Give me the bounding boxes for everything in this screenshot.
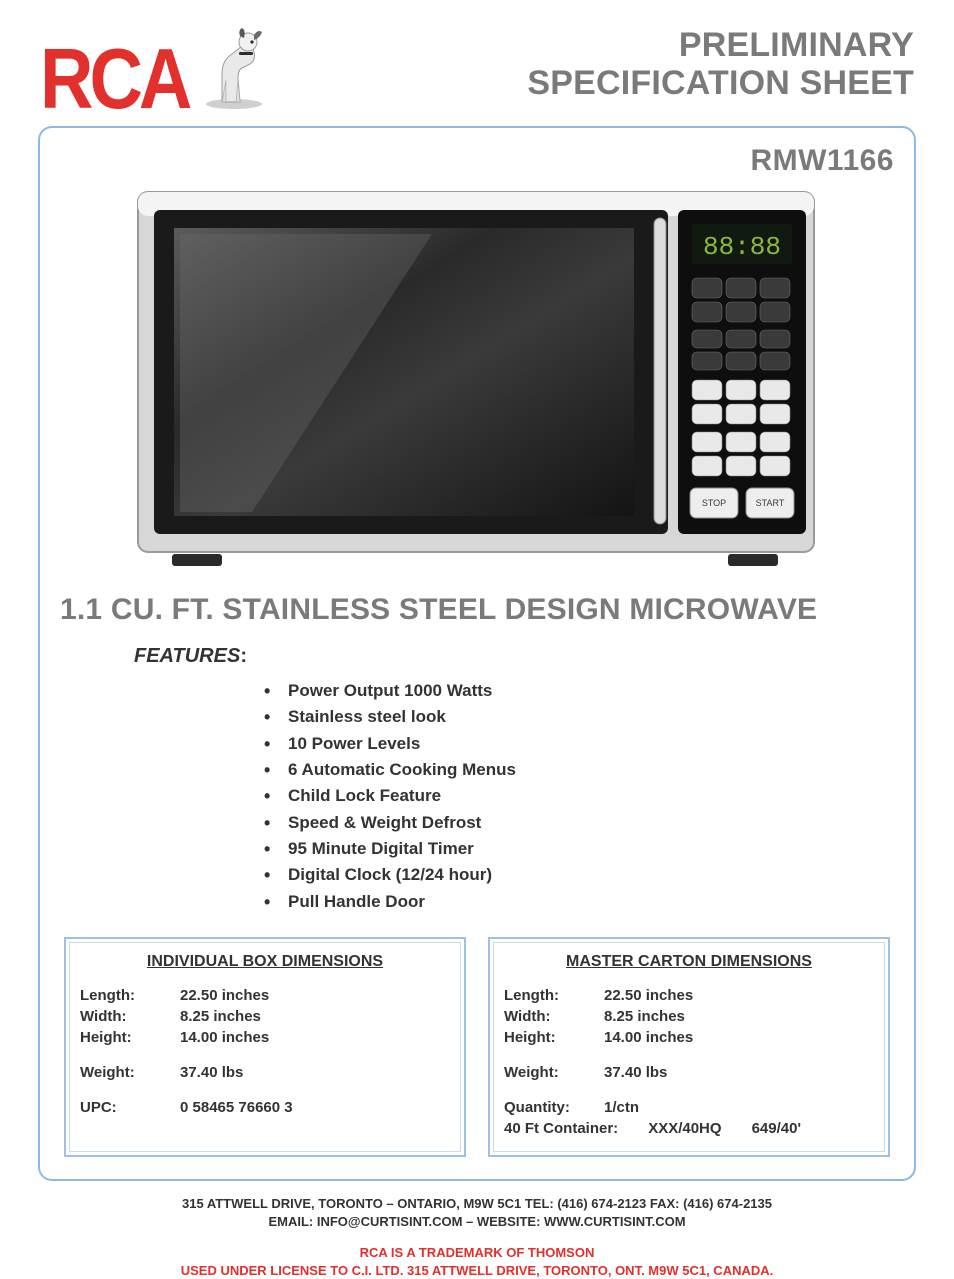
feature-item: Speed & Weight Defrost: [264, 810, 912, 836]
brand-logo: RCA: [40, 20, 276, 108]
page-title-line2: SPECIFICATION SHEET: [527, 64, 914, 102]
features-list: Power Output 1000 Watts Stainless steel …: [264, 678, 912, 915]
dim-value: XXX/40HQ: [648, 1118, 721, 1139]
dim-label: Length:: [504, 985, 604, 1006]
dim-value: 14.00 inches: [604, 1027, 874, 1048]
feature-item: Pull Handle Door: [264, 889, 912, 915]
dim-label: 40 Ft Container:: [504, 1118, 618, 1139]
dim-value: 0 58465 76660 3: [180, 1097, 450, 1118]
nipper-dog-icon: [192, 20, 276, 110]
dim-label: Weight:: [80, 1062, 180, 1083]
dim-value: 8.25 inches: [180, 1006, 450, 1027]
footer: 315 ATTWELL DRIVE, TORONTO – ONTARIO, M9…: [0, 1195, 954, 1279]
individual-box-dimensions: INDIVIDUAL BOX DIMENSIONS Length:22.50 i…: [64, 937, 466, 1157]
master-carton-dimensions: MASTER CARTON DIMENSIONS Length:22.50 in…: [488, 937, 890, 1157]
feature-item: Digital Clock (12/24 hour): [264, 862, 912, 888]
dim-label: Length:: [80, 985, 180, 1006]
dim-value: 37.40 lbs: [604, 1062, 874, 1083]
dim-value: 37.40 lbs: [180, 1062, 450, 1083]
dim-value: 649/40': [752, 1118, 801, 1139]
dim-label: Width:: [80, 1006, 180, 1027]
footer-address-line: EMAIL: INFO@CURTISINT.COM – WEBSITE: WWW…: [60, 1213, 894, 1231]
dim-label: Height:: [504, 1027, 604, 1048]
spec-frame: RMW1166 88:88: [38, 126, 916, 1181]
features-section: FEATURES: Power Output 1000 Watts Stainl…: [134, 645, 912, 915]
features-heading: FEATURES:: [134, 645, 912, 668]
product-title: 1.1 CU. FT. STAINLESS STEEL DESIGN MICRO…: [60, 593, 912, 627]
footer-address-line: 315 ATTWELL DRIVE, TORONTO – ONTARIO, M9…: [60, 1195, 894, 1213]
dim-label: Quantity:: [504, 1097, 604, 1118]
footer-trademark-line: RCA IS A TRADEMARK OF THOMSON: [60, 1244, 894, 1262]
microwave-display: 88:88: [703, 232, 781, 262]
dim-value: 22.50 inches: [180, 985, 450, 1006]
feature-item: Power Output 1000 Watts: [264, 678, 912, 704]
features-heading-em: FEATURES: [134, 645, 240, 667]
dim-label: Width:: [504, 1006, 604, 1027]
product-image: 88:88 STOP START: [42, 182, 912, 577]
stop-button-label: STOP: [702, 498, 726, 508]
individual-box-title: INDIVIDUAL BOX DIMENSIONS: [80, 953, 450, 971]
footer-trademark-line: USED UNDER LICENSE TO C.I. LTD. 315 ATTW…: [60, 1262, 894, 1279]
feature-item: Stainless steel look: [264, 704, 912, 730]
page-title-line1: PRELIMINARY: [527, 26, 914, 64]
dimensions-row: INDIVIDUAL BOX DIMENSIONS Length:22.50 i…: [64, 937, 890, 1157]
dim-value: 1/ctn: [604, 1097, 874, 1118]
microwave-illustration: 88:88 STOP START: [132, 182, 822, 577]
rca-wordmark: RCA: [40, 44, 188, 112]
feature-item: Child Lock Feature: [264, 783, 912, 809]
features-heading-tail: :: [240, 645, 247, 667]
feature-item: 10 Power Levels: [264, 731, 912, 757]
dim-label: Height:: [80, 1027, 180, 1048]
dim-value: 14.00 inches: [180, 1027, 450, 1048]
page-title: PRELIMINARY SPECIFICATION SHEET: [527, 26, 914, 102]
dim-label: Weight:: [504, 1062, 604, 1083]
dim-label: UPC:: [80, 1097, 180, 1118]
feature-item: 95 Minute Digital Timer: [264, 836, 912, 862]
dim-value: 22.50 inches: [604, 985, 874, 1006]
master-carton-title: MASTER CARTON DIMENSIONS: [504, 953, 874, 971]
feature-item: 6 Automatic Cooking Menus: [264, 757, 912, 783]
dim-value: 8.25 inches: [604, 1006, 874, 1027]
model-number: RMW1166: [42, 144, 912, 178]
start-button-label: START: [756, 498, 785, 508]
header: RCA PRELIMINARY SPECIFICATION SHEET: [0, 0, 954, 116]
